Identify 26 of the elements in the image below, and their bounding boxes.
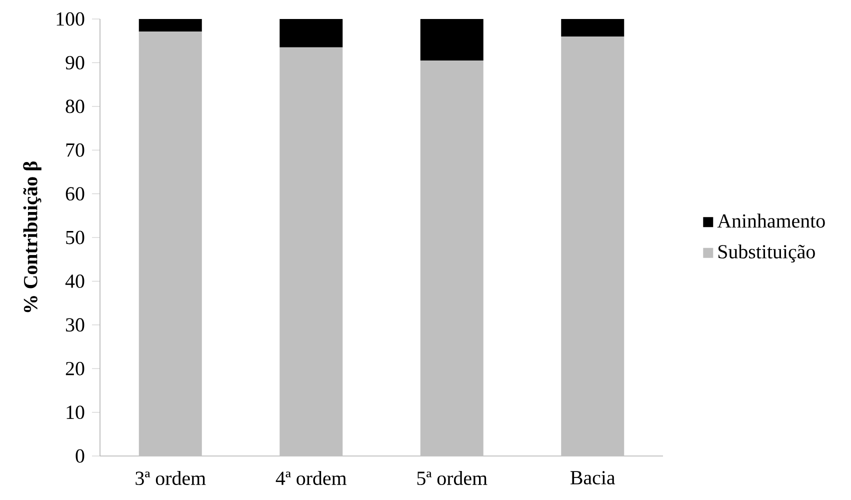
x-tick-label: 4ª ordem	[276, 471, 346, 486]
y-axis-title: % Contribuição β	[23, 162, 42, 312]
y-tick-label: 20	[66, 362, 84, 376]
x-tick-label: 5ª ordem	[417, 471, 488, 486]
x-tick-label: Bacia	[570, 471, 616, 484]
y-tick-label: 50	[66, 230, 84, 244]
bar	[280, 18, 343, 48]
y-tick-label: 60	[66, 187, 84, 201]
bar	[138, 32, 202, 456]
bar	[420, 18, 484, 61]
y-tick-label: 100	[56, 12, 84, 26]
y-tick-label: 0	[76, 449, 84, 463]
bar	[561, 36, 624, 456]
y-tick-label: 30	[66, 318, 84, 332]
bar	[138, 18, 202, 32]
x-tick-label: 3ª ordem	[136, 471, 206, 486]
y-tick-label: 40	[65, 274, 84, 288]
y-tick-label: 70	[66, 143, 84, 157]
legend-label: Substituição	[718, 244, 815, 263]
y-tick-label: 80	[66, 100, 84, 114]
y-tick-label: 10	[66, 406, 84, 420]
bar	[420, 60, 484, 456]
bar	[280, 47, 343, 456]
bar	[561, 18, 624, 36]
y-tick-label: 90	[66, 56, 84, 70]
legend-label: Aninhamento	[717, 214, 825, 228]
